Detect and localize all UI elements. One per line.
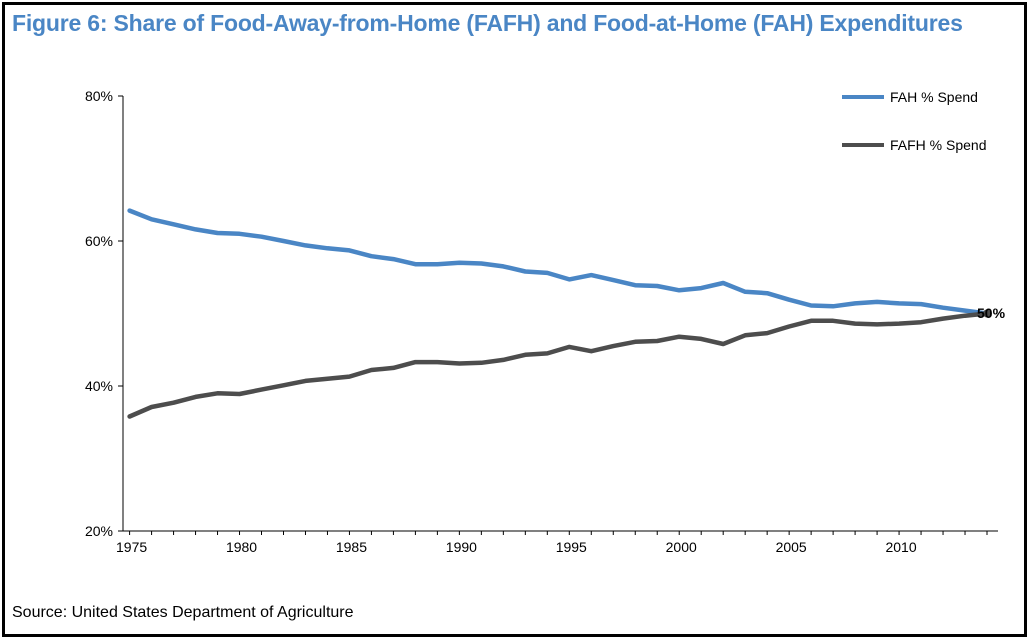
x-tick-label: 1995: [556, 539, 587, 555]
x-tick-label: 1990: [446, 539, 477, 555]
y-tick-label: 60%: [85, 233, 113, 249]
figure-title: Figure 6: Share of Food-Away-from-Home (…: [12, 10, 963, 36]
x-tick-label: 2010: [885, 539, 916, 555]
x-tick-label: 1980: [226, 539, 257, 555]
series-lines: [127, 208, 992, 419]
x-tick-label: 2000: [666, 539, 697, 555]
legend-label-fafh: FAFH % Spend: [890, 137, 987, 153]
x-tick-label: 1985: [336, 539, 367, 555]
legend-label-fah: FAH % Spend: [890, 89, 978, 105]
legend: FAH % Spend FAFH % Spend: [842, 89, 987, 153]
series-line-fah: [127, 208, 990, 316]
series-line-fafh: [127, 311, 990, 419]
source-note: Source: United States Department of Agri…: [12, 604, 354, 621]
x-tick-label: 2005: [776, 539, 807, 555]
y-tick-label: 40%: [85, 378, 113, 394]
end-value-label: 50%: [977, 305, 1006, 321]
y-tick-label: 20%: [85, 523, 113, 539]
axes: 20% 40% 60% 80% 1975 1980 1985 1990 1995 2000 2005…: [85, 88, 998, 555]
y-tick-label: 80%: [85, 88, 113, 104]
x-tick-label: 1975: [116, 539, 147, 555]
end-point-marker: [983, 309, 992, 318]
